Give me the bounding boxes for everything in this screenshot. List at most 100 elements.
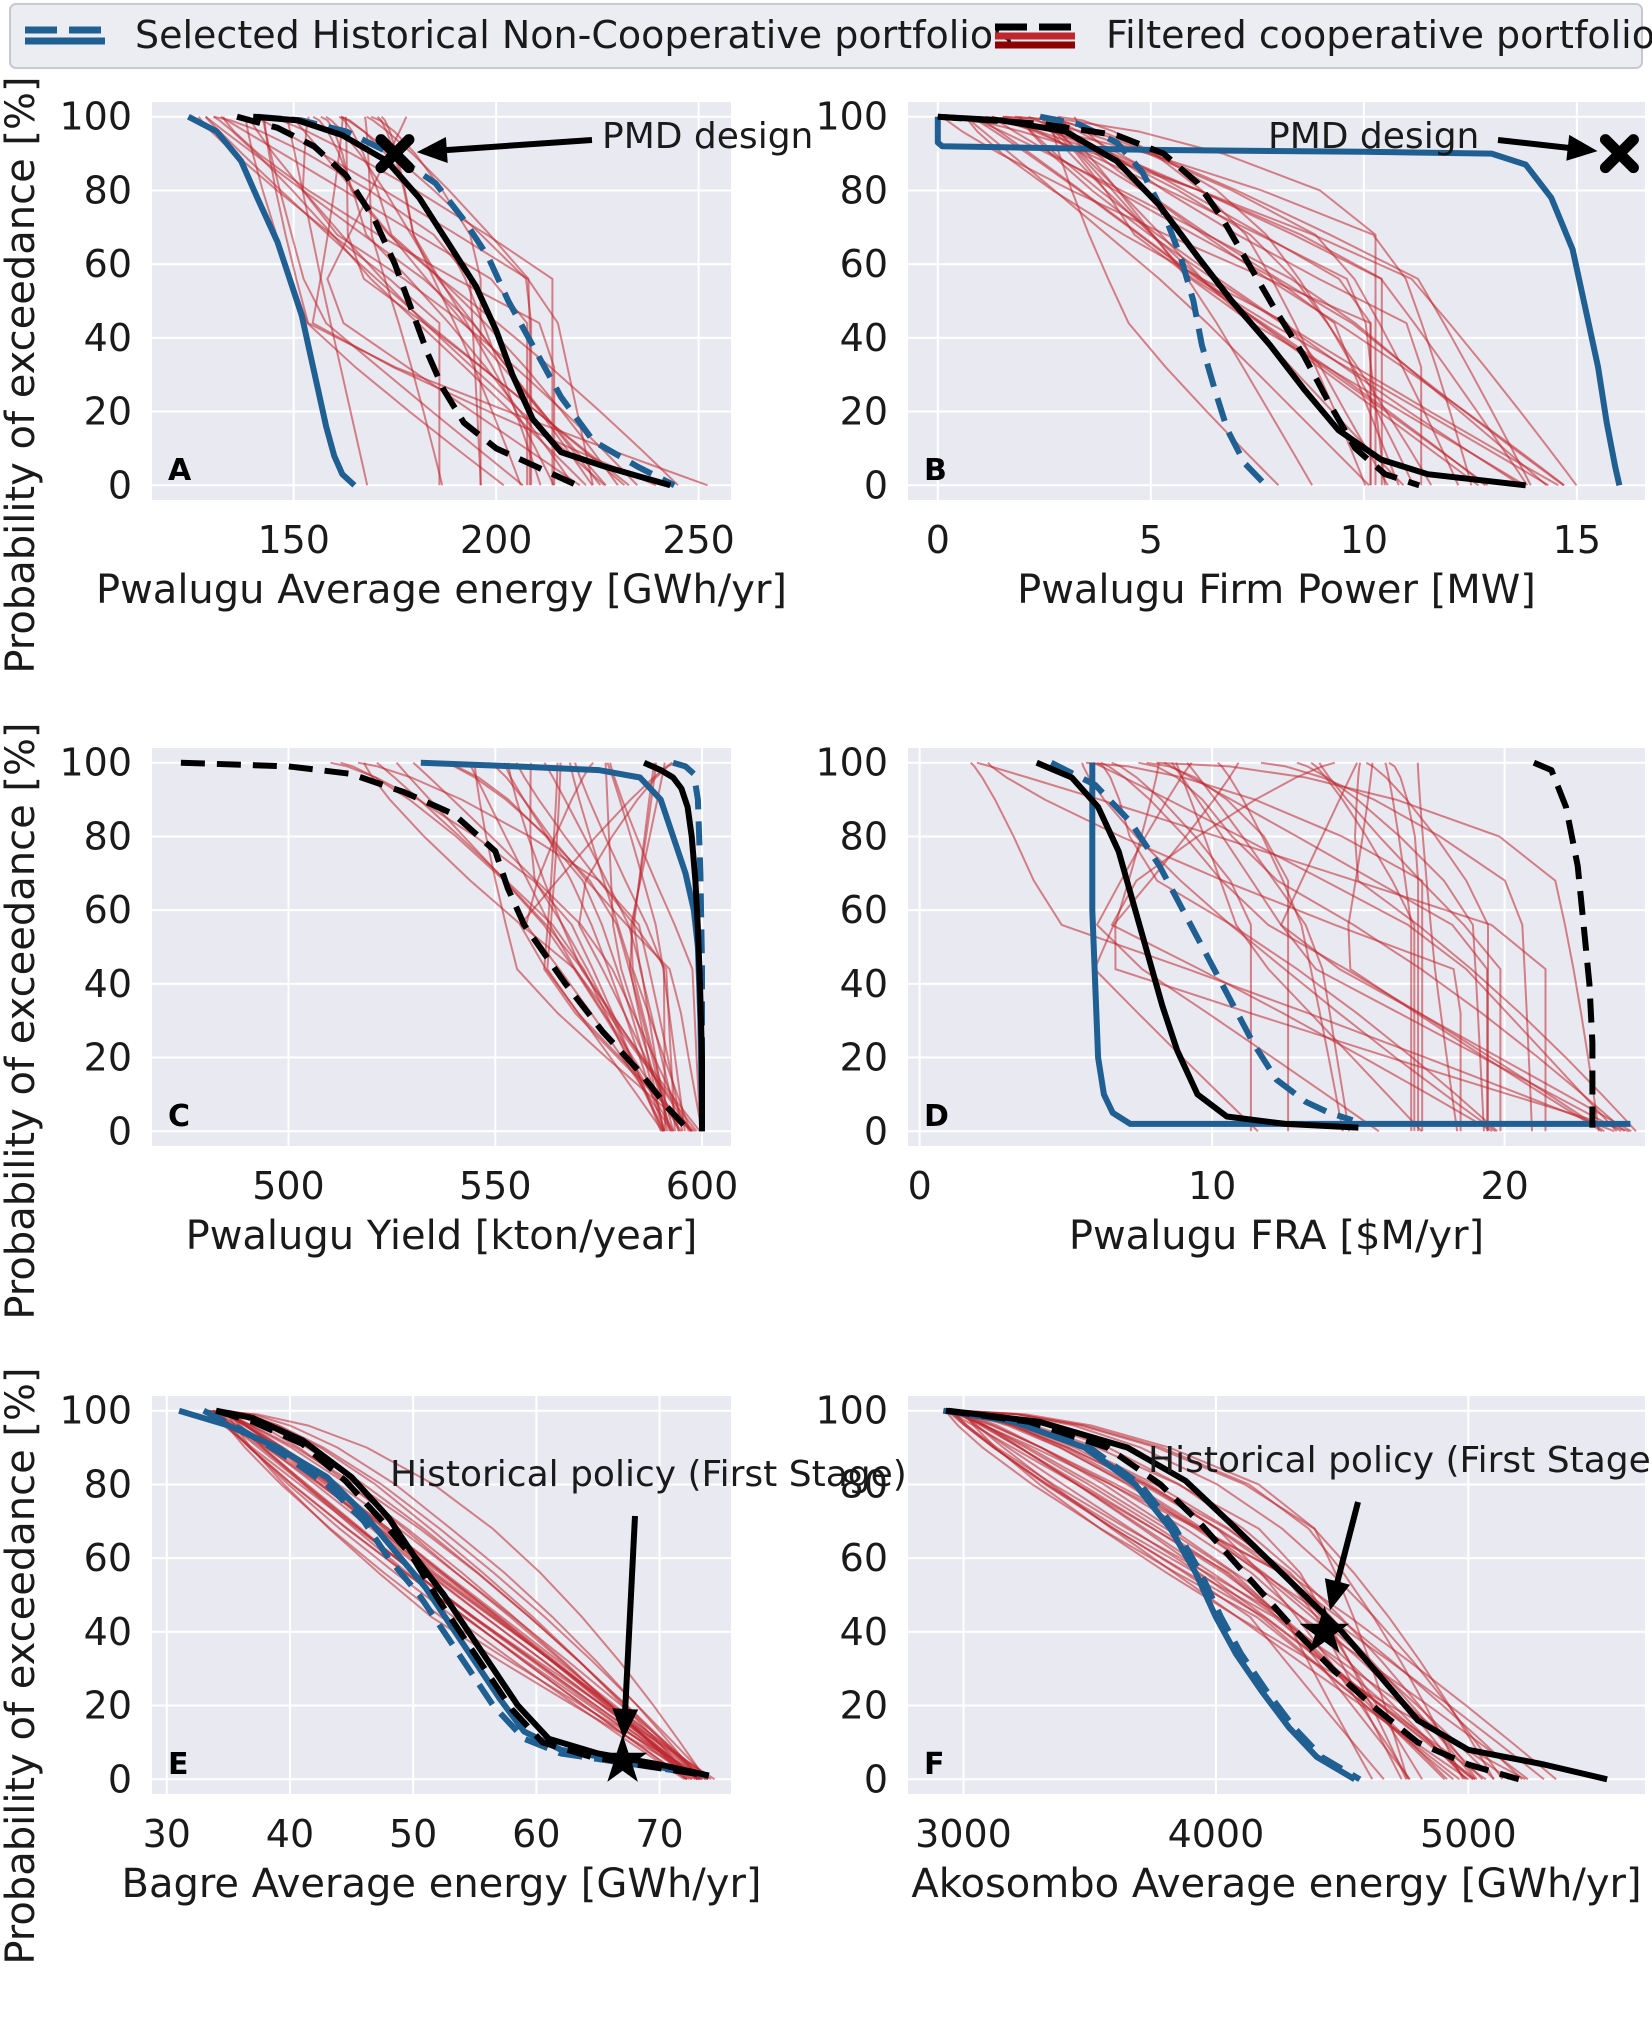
cooperative-portfolio-line (1384, 762, 1413, 1132)
cooperative-portfolio-line (376, 761, 665, 1132)
y-tick-label: 20 (84, 1036, 132, 1080)
x-tick-label: 600 (666, 1164, 739, 1208)
panel-label: F (924, 1747, 945, 1782)
y-tick-label: 0 (108, 1757, 132, 1801)
panel-a: 150 200 250 0 20 40 60 80 100 A Pwalugu Average en… (59, 95, 813, 613)
cooperative-portfolio-line (962, 1409, 1495, 1780)
annotation-text: Historical policy (First Stage) (390, 1454, 907, 1495)
y-tick-label: 40 (84, 1610, 132, 1654)
y-tick-label: 80 (84, 814, 132, 858)
annotation-arrowhead (612, 1708, 639, 1739)
y-tick-label: 0 (108, 1109, 132, 1153)
y-tick-label: 0 (864, 1757, 888, 1801)
annotation-arrow (1331, 1501, 1361, 1594)
x-tick-label: 3000 (915, 1812, 1012, 1856)
cooperative-portfolio-line (363, 116, 444, 486)
cooperative-portfolio-line (370, 115, 482, 486)
cooperative-portfolio-line (543, 762, 669, 1132)
y-tick-label: 80 (84, 1462, 132, 1506)
annotation-arrowhead (1566, 134, 1598, 161)
cooperative-portfolio-line (219, 1409, 703, 1781)
x-axis-label: Bagre Average energy [GWh/yr] (122, 1861, 762, 1907)
cooperative-portfolio-line (574, 762, 666, 1132)
coop-solid-line (252, 113, 672, 489)
coop-dashed-line (215, 1407, 710, 1779)
annotation-arrow (621, 1515, 638, 1722)
coop-solid-line (937, 113, 1527, 489)
cooperative-portfolio-line (963, 1409, 1409, 1780)
cooperative-portfolio-line (1114, 762, 1630, 1133)
legend: Selected Historical Non-Cooperative port… (9, 3, 1652, 69)
y-tick-label: 100 (59, 741, 132, 785)
cooperative-portfolio-line (1310, 761, 1416, 1132)
cooperative-portfolio-line (609, 762, 702, 1132)
y-tick-label: 100 (815, 95, 888, 139)
x-tick-label: 5000 (1420, 1812, 1517, 1856)
cooperative-portfolio-line (1093, 762, 1259, 1133)
cooperative-portfolio-line (955, 115, 1578, 486)
panel-label: D (924, 1099, 949, 1134)
cooperative-portfolio-line (212, 1409, 688, 1781)
panel-label: C (168, 1099, 190, 1134)
cooperative-portfolio-line (956, 1409, 1529, 1781)
cooperative-portfolio-line (991, 115, 1400, 486)
series-group (970, 759, 1637, 1133)
y-tick-label: 20 (84, 390, 132, 434)
legend-label-coop: Filtered cooperative portfolios (1106, 13, 1652, 57)
coop-solid-line (948, 1407, 1608, 1783)
noncoop-dashed-line (257, 113, 676, 488)
cooperative-portfolio-line (227, 1409, 709, 1780)
y-tick-label: 100 (59, 95, 132, 139)
panel-f: 3000 4000 5000 0 20 40 60 80 100 F Akosombo Averag… (815, 1389, 1652, 1907)
x-tick-label: 550 (459, 1164, 532, 1208)
cooperative-portfolio-line (507, 762, 701, 1132)
legend-label-noncoop: Selected Historical Non-Cooperative port… (135, 13, 1013, 57)
cooperative-portfolio-line (1260, 761, 1533, 1132)
series-group (178, 1407, 716, 1781)
panel-label: A (168, 453, 192, 488)
cooperative-portfolio-line (1318, 762, 1502, 1132)
x-axis-label: Pwalugu Yield [kton/year] (186, 1213, 698, 1259)
cooperative-portfolio-line (395, 762, 692, 1132)
cooperative-portfolio-line (970, 762, 1615, 1133)
panel-c: 500 550 600 0 20 40 60 80 100 C Pwalugu Yield [kto… (59, 741, 738, 1259)
annotation-text: PMD design (1268, 116, 1479, 157)
cooperative-portfolio-line (1085, 761, 1424, 1132)
cooperative-portfolio-line (208, 1409, 707, 1781)
x-axis-label: Pwalugu Firm Power [MW] (1017, 567, 1536, 613)
plot-area (908, 102, 1645, 500)
x-tick-label: 50 (389, 1812, 437, 1856)
x-tick-label: 4000 (1168, 1812, 1265, 1856)
panel-e: 30 40 50 60 70 0 20 40 60 80 100 E Bagre Average ene… (59, 1389, 906, 1907)
noncoop-dashed-line (945, 1407, 1362, 1782)
y-tick-label: 40 (840, 316, 888, 360)
cooperative-portfolio-line (269, 115, 554, 486)
noncoop-dashed-line (202, 1408, 710, 1779)
x-tick-label: 0 (908, 1164, 932, 1208)
historical-policy-star (597, 1734, 648, 1782)
x-axis-label: Pwalugu FRA [$M/yr] (1069, 1213, 1484, 1259)
cooperative-portfolio-line (946, 1409, 1411, 1780)
annotation-arrow (434, 137, 593, 154)
x-tick-label: 150 (257, 518, 330, 562)
noncoop-solid-line (187, 114, 357, 488)
y-tick-label: 60 (84, 888, 132, 932)
noncoop-dashed-line (1049, 760, 1354, 1124)
x-tick-label: 60 (512, 1812, 560, 1856)
annotation-arrowhead (416, 137, 448, 163)
cooperative-portfolio-line (606, 762, 686, 1132)
y-tick-label: 20 (840, 1036, 888, 1080)
coop-dashed-line (945, 1407, 1520, 1783)
cooperative-portfolio-line (987, 762, 1462, 1132)
y-tick-label: 40 (840, 1610, 888, 1654)
cooperative-portfolio-line (223, 1409, 701, 1780)
legend-frame (9, 3, 1643, 69)
cooperative-portfolio-line (1416, 762, 1459, 1132)
x-tick-label: 15 (1553, 518, 1601, 562)
y-tick-label: 0 (864, 1109, 888, 1153)
x-tick-label: 10 (1188, 1164, 1236, 1208)
series-group (187, 113, 708, 489)
cooperative-portfolio-line (1100, 761, 1605, 1133)
x-tick-label: 40 (266, 1812, 314, 1856)
